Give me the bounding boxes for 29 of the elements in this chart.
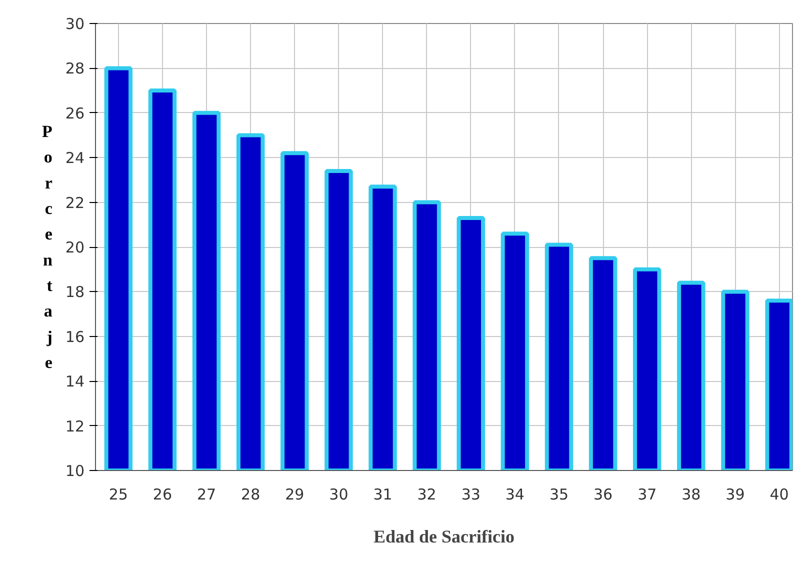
x-tick-label: 37 bbox=[638, 486, 657, 504]
x-tick-label: 40 bbox=[770, 486, 789, 504]
x-tick-label: 32 bbox=[417, 486, 436, 504]
y-tick-label: 18 bbox=[65, 283, 85, 302]
y-tick-label: 10 bbox=[65, 462, 85, 480]
x-tick-label: 26 bbox=[152, 486, 172, 504]
y-tick-label: 22 bbox=[65, 194, 85, 212]
y-tick-label: 30 bbox=[65, 15, 85, 33]
x-tick-label: 35 bbox=[549, 486, 569, 504]
text: Porcentaje bbox=[42, 122, 52, 372]
x-tick-label: 31 bbox=[373, 486, 392, 504]
y-tick-label: 14 bbox=[65, 372, 85, 391]
x-tick-label: 30 bbox=[329, 486, 348, 504]
x-tick-label: 29 bbox=[285, 486, 304, 504]
y-tick-label: 26 bbox=[65, 104, 85, 122]
x-tick-label: 39 bbox=[726, 486, 745, 504]
y-tick-label: 24 bbox=[65, 149, 85, 168]
x-tick-label: 34 bbox=[505, 486, 524, 504]
y-tick-label: 20 bbox=[65, 238, 85, 256]
x-tick-label: 38 bbox=[682, 486, 701, 504]
x-tick-label: 33 bbox=[461, 486, 480, 504]
y-tick-label: 16 bbox=[65, 328, 85, 346]
x-tick-label: 25 bbox=[108, 486, 128, 504]
y-tick-label: 28 bbox=[65, 60, 85, 78]
y-tick-label: 12 bbox=[65, 417, 85, 436]
x-tick-label: 36 bbox=[594, 486, 613, 504]
x-axis-title: Edad de Sacrificio bbox=[374, 526, 515, 546]
x-tick-label: 28 bbox=[241, 486, 260, 504]
x-tick-label: 27 bbox=[196, 486, 216, 504]
